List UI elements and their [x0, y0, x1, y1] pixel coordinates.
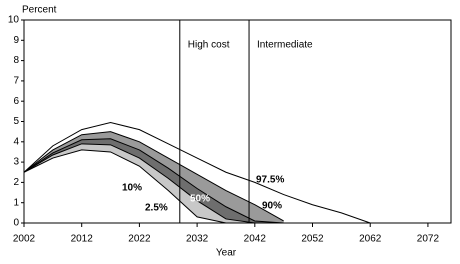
series-label: 2.5% [145, 203, 168, 214]
x-tick-label: 2002 [13, 234, 36, 245]
y-tick-label: 0 [13, 218, 19, 229]
series-label: 50% [190, 194, 210, 205]
series-label: 97.5% [256, 175, 284, 186]
y-axis-label: Percent [22, 5, 57, 16]
band [24, 149, 226, 223]
series-label: 10% [122, 183, 142, 194]
y-tick-label: 8 [13, 55, 19, 66]
y-tick-label: 7 [13, 76, 19, 87]
x-tick-label: 2072 [417, 234, 440, 245]
x-tick-label: 2052 [301, 234, 324, 245]
percentile-line [23, 143, 255, 224]
x-tick-label: 2042 [244, 234, 267, 245]
series-label: 90% [262, 201, 282, 212]
x-tick-label: 2062 [359, 234, 382, 245]
y-tick-label: 2 [13, 177, 19, 188]
y-tick-label: 4 [13, 136, 19, 147]
y-tick-label: 6 [13, 96, 19, 107]
y-tick-label: 3 [13, 157, 19, 168]
percentile-line [23, 149, 227, 224]
y-tick-label: 9 [13, 35, 19, 46]
annotation-label: Intermediate [257, 40, 313, 51]
percentile-line [23, 138, 284, 224]
x-tick-label: 2012 [71, 234, 94, 245]
y-tick-label: 5 [13, 116, 19, 127]
x-tick-label: 2022 [128, 234, 151, 245]
percentile-line [23, 131, 284, 222]
x-axis-label: Year [216, 248, 237, 259]
percentile-line [23, 122, 371, 224]
annotation-label: High cost [188, 40, 230, 51]
y-tick-label: 10 [8, 15, 20, 26]
x-tick-label: 2032 [186, 234, 209, 245]
y-tick-label: 1 [13, 197, 19, 208]
